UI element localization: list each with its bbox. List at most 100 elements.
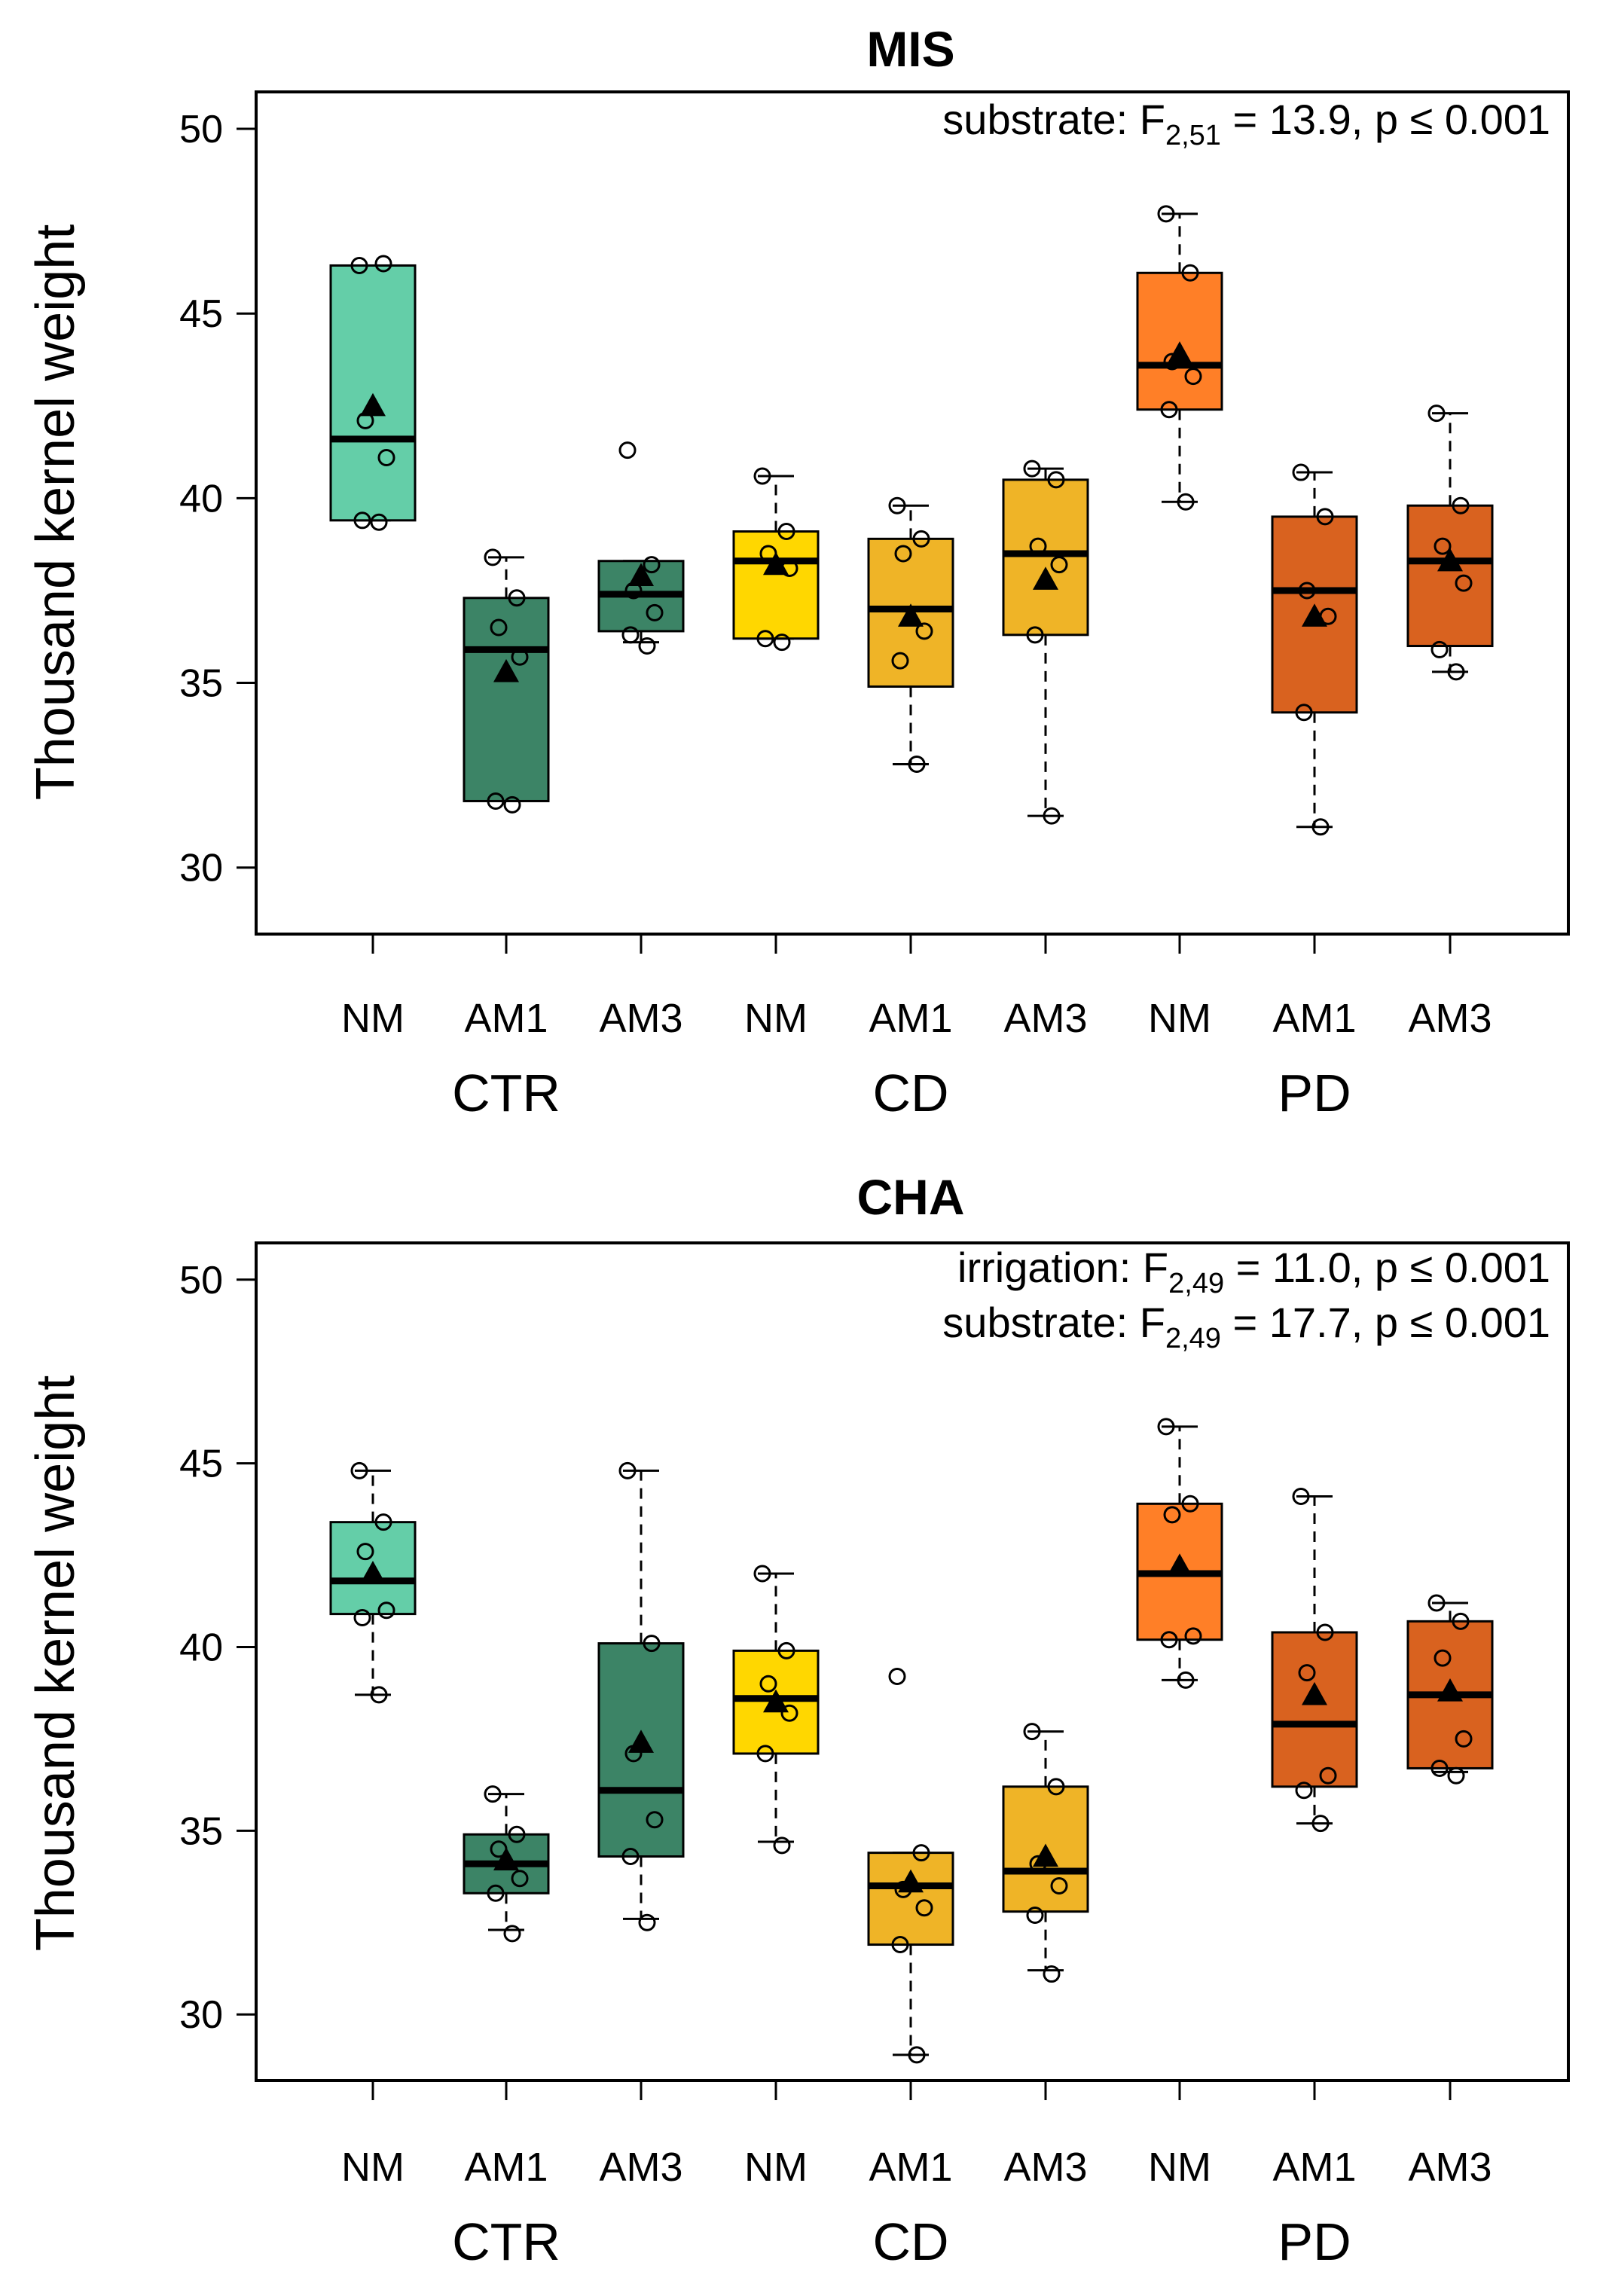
mis-ctr-am3-data-point [643,556,661,574]
cha-ctr-nm-mean-marker [360,1560,386,1584]
mis-cd-am1-data-point [908,755,926,773]
mis-pd-am3-box-group [1406,405,1494,681]
cha-cd-nm-data-point [756,1745,774,1763]
mis-ctr-am1-mean-marker [493,658,519,682]
mis-pd-am3-data-point [1427,405,1446,423]
mis-cd-am3-data-point [1026,626,1044,644]
cha-cd-am1-data-point [891,1936,909,1954]
mis-pd-am1-mean-marker [1302,603,1327,627]
cha-cd-nm-data-point [780,1704,798,1722]
mis-y-tick-label-30: 30 [179,847,223,890]
mis-cd-am1-data-point [891,652,909,670]
mis-cd-am3-data-point [1050,556,1068,574]
mis-cd-am3-data-point [1043,807,1061,825]
cha-cd-am3-data-point [1043,1965,1061,1983]
cha-ctr-am1-data-point [508,1825,526,1843]
cha-cd-nm-data-point [773,1836,791,1855]
mis-pd-am3-data-point [1452,496,1470,514]
mis-ctr-am1-data-point [508,589,526,607]
cha-pd-nm-mean-marker [1167,1553,1192,1577]
stat-text: = 13.9, p ≤ 0.001 [1221,96,1550,143]
mis-x-tick-label-nm-3: NM [744,996,808,1041]
mis-pd-am1-box-group [1271,463,1358,836]
cha-ctr-am1-data-point [487,1884,505,1902]
mis-plot-frame [255,90,1570,936]
mis-ctr-am3-data-point [646,603,664,621]
mis-y-tick-label-45: 45 [179,292,223,336]
cha-pd-am3-data-point [1434,1649,1452,1667]
cha-y-tick-label-45: 45 [179,1443,223,1486]
cha-ctr-am3-box-group [597,1461,685,1931]
cha-ctr-nm-box-group [329,1461,417,1704]
mis-ctr-am1-data-point [484,548,502,566]
mis-ctr-nm-box-group [329,255,417,531]
cha-pd-am1-data-point [1298,1664,1316,1682]
mis-x-tick-label-nm-6: NM [1148,996,1211,1041]
mis-pd-am1-box [1271,515,1358,714]
mis-pd-nm-data-point [1181,264,1199,282]
cha-ctr-am3-data-point [618,1461,637,1479]
mis-ctr-am3-data-point [621,626,640,644]
mis-cd-am3-data-point [1023,460,1041,478]
mis-stat-annotation-0: substrate: F2,51 = 13.9, p ≤ 0.001 [942,96,1550,151]
mis-pd-am1-data-point [1311,818,1330,836]
cha-ctr-am3-data-point [643,1635,661,1653]
cha-ctr-am1-mean-marker [493,1847,519,1870]
cha-group-label-pd: PD [1278,2212,1351,2271]
cha-ctr-am1-box-group [463,1785,550,1943]
mis-ctr-nm-box [329,264,417,522]
mis-x-tick-label-am1-1: AM1 [464,996,548,1041]
mis-cd-am3-data-point [1047,471,1065,489]
mis-cd-am1-data-point [894,545,912,563]
cha-ctr-am3-data-point [646,1811,664,1829]
cha-cd-am3-box-group [1002,1723,1089,1983]
cha-ctr-am1-data-point [484,1785,502,1803]
cha-cd-nm-data-point [759,1675,777,1693]
cha-cd-am3-data-point [1023,1723,1041,1741]
mis-title: MIS [866,21,954,77]
mis-cd-am3-box [1002,478,1089,637]
mis-pd-am1-data-point [1292,463,1310,481]
cha-group-label-ctr: CTR [452,2212,560,2271]
cha-pd-am1-data-point [1316,1623,1334,1641]
cha-pd-am3-data-point [1452,1612,1470,1630]
mis-pd-nm-box [1136,271,1223,411]
mis-x-tick-label-am1-7: AM1 [1272,996,1356,1041]
cha-x-tick-label-am3-8: AM3 [1408,2145,1492,2190]
mis-x-tick-label-am3-8: AM3 [1408,996,1492,1041]
cha-y-tick-label-50: 50 [179,1259,223,1302]
cha-pd-am1-mean-marker [1302,1681,1327,1705]
stat-subscript: 2,51 [1165,120,1221,151]
mis-cd-am1-data-point [912,530,930,548]
mis-cd-nm-data-point [753,467,771,485]
mis-pd-nm-data-point [1157,205,1175,223]
cha-pd-nm-data-point [1160,1631,1178,1649]
mis-pd-am3-data-point [1447,663,1465,681]
mis-ctr-am1-data-point [503,795,521,814]
mis-y-tick-label-40: 40 [179,477,223,521]
cha-y-tick-label-30: 30 [179,1993,223,2037]
mis-group-label-cd: CD [872,1064,948,1122]
cha-ctr-nm-data-point [350,1461,368,1479]
mis-ctr-am3-mean-marker [628,563,654,586]
cha-ctr-nm-data-point [377,1601,395,1620]
mis-x-tick-label-am3-2: AM3 [599,996,682,1041]
panel-cha: CHA Thousand kernel weight 30 35 40 45 50 NM AM1… [26,1169,1570,2271]
cha-y-tick-label-40: 40 [179,1626,223,1669]
cha-x-tick-label-am1-7: AM1 [1272,2145,1356,2190]
cha-pd-am3-mean-marker [1437,1678,1463,1702]
mis-x-tick-label-am1-4: AM1 [869,996,952,1041]
cha-ctr-am1-data-point [503,1925,521,1943]
cha-pd-nm-data-point [1157,1418,1175,1436]
cha-pd-am1-data-point [1295,1782,1313,1800]
cha-cd-nm-mean-marker [763,1689,789,1713]
cha-cd-am1-data-point [915,1899,933,1917]
cha-pd-am1-data-point [1292,1488,1310,1506]
cha-pd-nm-data-point [1184,1627,1202,1645]
stat-text: = 11.0, p ≤ 0.001 [1224,1244,1550,1291]
cha-pd-am3-data-point [1447,1766,1465,1785]
cha-cd-am1-data-point [908,2046,926,2064]
cha-pd-am1-data-point [1311,1815,1330,1833]
cha-y-axis-label: Thousand kernel weight [26,1375,86,1951]
